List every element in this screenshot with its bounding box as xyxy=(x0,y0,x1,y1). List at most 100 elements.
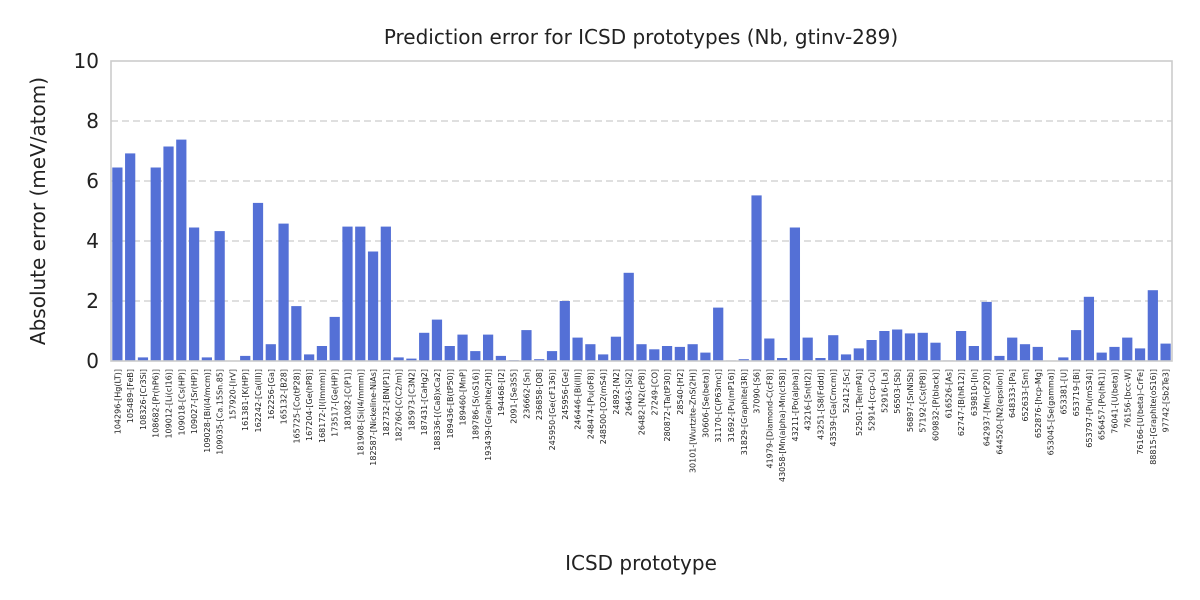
bar xyxy=(879,331,890,361)
bar xyxy=(610,336,622,361)
x-tick-label: 30606-[Se(beta)] xyxy=(701,369,710,438)
bar xyxy=(265,344,276,361)
bar xyxy=(892,329,903,361)
bar xyxy=(316,346,328,361)
x-tick-label: 246446-[Bi(III)] xyxy=(574,369,583,430)
bar xyxy=(534,359,545,361)
x-tick-label: 62747-[B(hR12)] xyxy=(957,369,966,436)
x-tick-label: 24892-[N2] xyxy=(612,369,621,415)
bar xyxy=(917,332,928,361)
x-tick-label: 56897-[SnNiSb] xyxy=(906,369,915,432)
bar xyxy=(674,346,685,361)
x-tick-label: 43251-[S8(Fddd)] xyxy=(816,369,825,440)
y-tick-label: 2 xyxy=(86,289,99,313)
y-axis-label: Absolute error (meV/atom) xyxy=(26,77,50,345)
x-tick-label: 656457-[Po(hR1)] xyxy=(1098,369,1107,440)
bar xyxy=(1007,337,1018,361)
x-tick-label: 41979-[Diamond-C(cF8)] xyxy=(765,369,774,469)
x-tick-label: 104296-[Hg(LT)] xyxy=(113,369,122,434)
x-tick-label: 182732-[BN(P1)] xyxy=(382,369,391,436)
bar xyxy=(1019,344,1031,361)
x-tick-label: 236662-[Sn] xyxy=(522,369,531,419)
x-tick-label: 43539-[Ga(Cmcm)] xyxy=(829,369,838,447)
x-tick-label: 181908-[Si(I4/mmm)] xyxy=(356,369,365,456)
bar xyxy=(1122,337,1133,361)
x-tick-label: 652876-[hcp-Mg] xyxy=(1034,369,1043,438)
bar xyxy=(994,355,1005,361)
x-tick-label: 188336-[(Ca8)xCa2] xyxy=(433,369,442,451)
bar xyxy=(393,357,404,361)
x-tick-label: 248474-[Pu(oF8)] xyxy=(586,369,595,439)
x-tick-label: 43058-[Mn(alpha)-Mn(cI58)] xyxy=(778,369,787,482)
x-tick-labels: 104296-[Hg(LT)] 105489-[FeB] 108326-[Cr3Si… xyxy=(113,369,1170,482)
x-tick-label: 31829-[Graphite(3R)] xyxy=(740,369,749,455)
bar xyxy=(738,359,749,361)
bar xyxy=(163,146,174,361)
x-tick-label: 30101-[Wurtzite-ZnS(2H)] xyxy=(689,369,698,473)
x-tick-label: 236858-[O8] xyxy=(535,369,544,420)
x-tick-label: 189436-[B(tP50)] xyxy=(446,369,455,439)
bar xyxy=(1160,343,1171,361)
x-tick-label: 108682-[Pr(hP6)] xyxy=(152,369,161,438)
bar xyxy=(252,202,264,361)
x-tick-label: 76166-[U(beta)-CrFe] xyxy=(1136,369,1145,455)
x-tick-label: 108326-[Cr3Si] xyxy=(139,369,148,430)
x-tick-label: 43211-[Po(alpha)] xyxy=(791,369,800,441)
x-tick-label: 52501-[Te(mP4)] xyxy=(855,369,864,436)
x-tick-label: 652633-[Sm] xyxy=(1021,369,1030,422)
bar xyxy=(1109,346,1120,361)
bar xyxy=(815,358,826,361)
bar xyxy=(853,348,864,361)
bar xyxy=(828,335,839,361)
bar xyxy=(419,332,430,361)
y-tick-labels: 0 2 4 6 8 10 xyxy=(74,49,99,373)
bars xyxy=(112,139,1171,361)
bar xyxy=(201,357,212,361)
x-tick-label: 2091-[Se3S5] xyxy=(510,369,519,424)
x-tick-label: 52916-[La] xyxy=(880,369,889,413)
bar xyxy=(764,338,775,361)
bar xyxy=(1147,290,1158,361)
x-tick-label: 189460-[MnP] xyxy=(459,369,468,425)
x-tick-label: 280872-[Ta(tP30)] xyxy=(663,369,672,442)
bar xyxy=(367,251,379,361)
bar xyxy=(470,351,481,361)
bar xyxy=(380,226,391,361)
bar xyxy=(968,346,979,361)
x-tick-label: 109035-[Ca.15Sn.85] xyxy=(216,369,225,455)
y-tick-label: 8 xyxy=(86,109,99,133)
x-tick-label: 639810-[In] xyxy=(970,369,979,416)
x-axis-label: ICSD prototype xyxy=(565,551,717,575)
bar xyxy=(137,357,149,361)
x-tick-label: 245956-[Ge] xyxy=(561,369,570,420)
bar xyxy=(291,306,302,361)
x-tick-label: 162242-[Ca(III)] xyxy=(254,369,263,432)
grid-lines xyxy=(111,120,1172,302)
x-tick-label: 182760-[C(C2/m)] xyxy=(395,369,404,442)
x-tick-label: 161381-[K(HP)] xyxy=(241,369,250,431)
x-tick-label: 165132-[B28] xyxy=(280,369,289,424)
bar xyxy=(661,346,673,361)
x-tick-label: 245950-[Ge(cF136)] xyxy=(548,369,557,450)
x-tick-label: 182587-[Nickeline-NiAs] xyxy=(369,369,378,466)
bar xyxy=(572,337,583,361)
bar xyxy=(150,167,161,361)
x-tick-label: 644520-[N2(epsilon)] xyxy=(995,369,1004,455)
bar xyxy=(342,226,353,361)
x-tick-label: 26463-[Si2] xyxy=(625,369,634,416)
bar xyxy=(444,346,455,361)
bar xyxy=(866,340,877,361)
bar xyxy=(125,153,136,361)
bar xyxy=(482,334,494,361)
x-tick-label: 165725-[Co(tP28)] xyxy=(292,369,301,444)
bar xyxy=(649,349,660,361)
y-tick-label: 6 xyxy=(86,169,99,193)
x-tick-label: 109027-[Sr(HP)] xyxy=(190,369,199,434)
x-tick-label: 181082-[C(P1)] xyxy=(343,369,352,430)
bar xyxy=(598,354,609,361)
x-tick-label: 173517-[Ge(HP)] xyxy=(331,369,340,437)
x-tick-label: 52914-[ccp-Cu] xyxy=(868,369,877,431)
bar xyxy=(623,272,634,361)
bar xyxy=(329,316,340,361)
x-tick-label: 653797-[Pu(mS34)] xyxy=(1085,369,1094,448)
